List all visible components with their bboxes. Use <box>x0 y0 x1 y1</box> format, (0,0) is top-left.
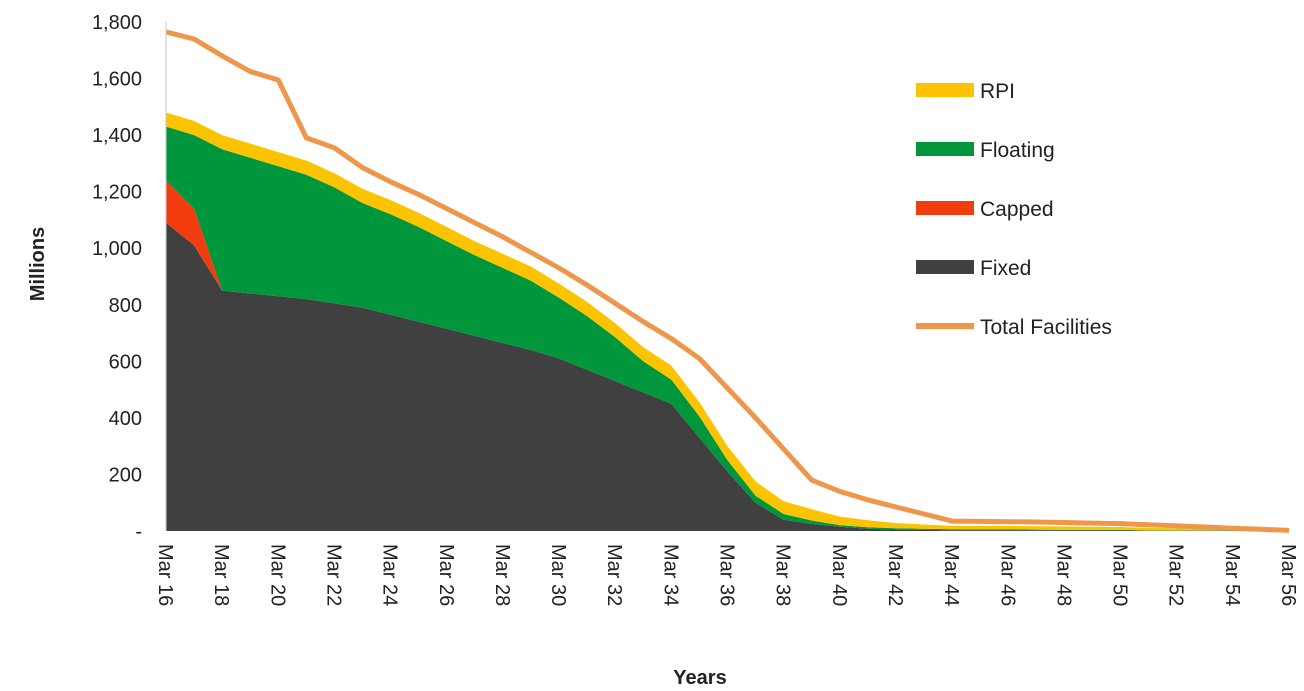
y-tick-label: - <box>135 521 142 543</box>
area-floating <box>166 126 1289 531</box>
x-tick-label: Mar 42 <box>884 544 906 606</box>
x-tick-label: Mar 24 <box>379 544 401 606</box>
y-tick-label: 1,800 <box>92 12 142 34</box>
legend-swatch-total-facilities <box>916 323 974 329</box>
legend-label-capped: Capped <box>980 198 1054 221</box>
area-series-group <box>166 112 1289 532</box>
x-tick-label: Mar 22 <box>322 544 344 606</box>
x-tick-label: Mar 30 <box>547 544 569 606</box>
y-tick-label: 600 <box>109 351 142 373</box>
line-total-facilities <box>165 29 1290 533</box>
x-tick-label: Mar 28 <box>491 544 513 606</box>
legend-swatch-rpi <box>916 83 974 97</box>
x-axis-title: Years <box>673 667 726 689</box>
legend-label-floating: Floating <box>980 139 1055 162</box>
y-tick-label: 1,200 <box>92 182 142 204</box>
x-tick-label: Mar 32 <box>603 544 625 606</box>
x-tick-label: Mar 46 <box>996 544 1018 606</box>
y-axis-title: Millions <box>27 227 49 301</box>
x-tick-label: Mar 50 <box>1109 544 1131 606</box>
x-tick-label: Mar 52 <box>1165 544 1187 606</box>
x-tick-label: Mar 36 <box>716 544 738 606</box>
x-tick-label: Mar 20 <box>266 544 288 606</box>
x-tick-label: Mar 38 <box>772 544 794 606</box>
legend-swatch-floating <box>916 142 974 156</box>
x-tick-label: Mar 48 <box>1052 544 1074 606</box>
x-axis-ticks: Mar 16 Mar 18 Mar 20 Mar 22 Mar 24 Mar 26 Mar … <box>154 544 1299 606</box>
x-tick-label: Mar 26 <box>435 544 457 606</box>
y-axis-ticks: - 200 400 600 800 1,000 1,200 1,400 1,600 1,800 <box>92 12 167 543</box>
y-tick-label: 1,400 <box>92 125 142 147</box>
x-tick-label: Mar 44 <box>940 544 962 606</box>
y-tick-label: 1,000 <box>92 238 142 260</box>
y-tick-label: 400 <box>109 408 142 430</box>
legend-label-rpi: RPI <box>980 80 1015 103</box>
x-tick-label: Mar 56 <box>1277 544 1299 606</box>
area-rpi <box>166 112 1289 531</box>
legend-label-fixed: Fixed <box>980 257 1031 280</box>
y-tick-label: 200 <box>109 464 142 486</box>
legend-label-total-facilities: Total Facilities <box>980 316 1112 339</box>
x-tick-label: Mar 16 <box>154 544 176 606</box>
area-fixed <box>166 222 1289 532</box>
y-tick-label: 1,600 <box>92 69 142 91</box>
total-line-group <box>165 29 1290 533</box>
y-tick-label: 800 <box>109 295 142 317</box>
x-tick-label: Mar 54 <box>1221 544 1243 606</box>
chart-legend: RPI Floating Capped Fixed Total Facilities <box>916 80 1112 339</box>
x-tick-label: Mar 34 <box>659 544 681 606</box>
x-tick-label: Mar 18 <box>210 544 232 606</box>
legend-swatch-capped <box>916 201 974 215</box>
legend-swatch-fixed <box>916 260 974 274</box>
x-tick-label: Mar 40 <box>828 544 850 606</box>
